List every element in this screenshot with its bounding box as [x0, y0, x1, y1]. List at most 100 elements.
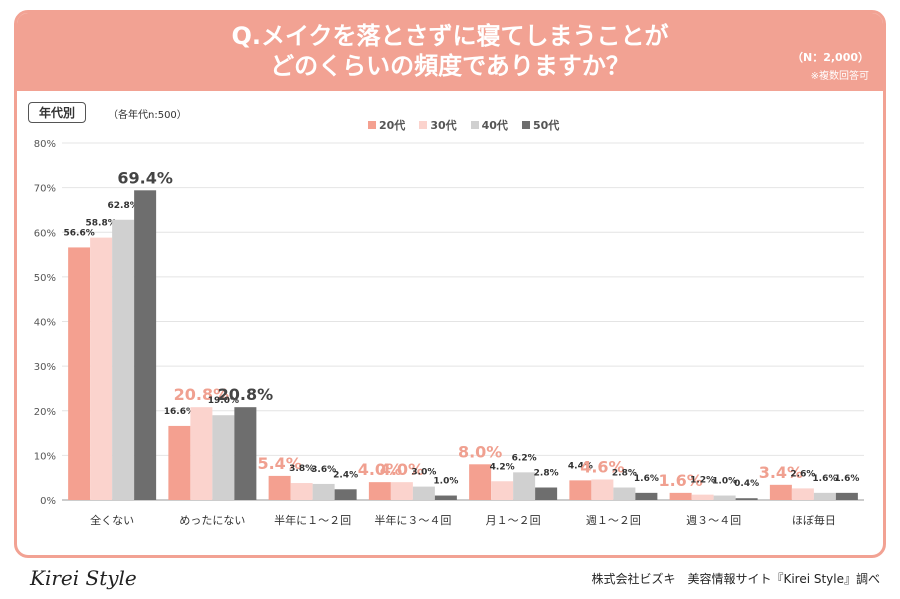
y-tick-label-4: 40%: [34, 318, 56, 329]
data-label-2-1: 3.8%: [289, 464, 314, 474]
data-label-7-2: 1.6%: [812, 474, 837, 484]
y-tick-label-1: 10%: [34, 451, 56, 462]
data-label-4-0: 8.0%: [458, 442, 502, 461]
legend-label-30s: 30代: [430, 119, 457, 132]
category-label-7: ほぼ毎日: [792, 514, 836, 527]
header-banner: Q.メイクを落とさずに寝てしまうことが どのくらいの頻度でありますか？ （N：2…: [17, 13, 883, 91]
bar-5-0: [569, 480, 592, 500]
bar-3-1: [390, 482, 413, 500]
bar-6-3: [735, 498, 758, 500]
bar-0-0: [68, 247, 91, 500]
data-label-2-2: 3.6%: [311, 465, 336, 475]
data-label-2-0: 5.4%: [257, 454, 301, 473]
category-label-5: 週１～２回: [586, 514, 641, 527]
legend-swatch-20s: [368, 121, 376, 129]
legend-item-20s: 20代: [368, 117, 405, 133]
y-tick-label-8: 80%: [34, 139, 56, 150]
bar-1-2: [212, 415, 235, 500]
sample-size: （N：2,000）: [792, 51, 869, 64]
y-tick-label-0: 0%: [40, 496, 56, 507]
bar-4-0: [469, 464, 492, 500]
category-label-1: めったにない: [179, 514, 245, 527]
title-line-1: Q.メイクを落とさずに寝てしまうことが: [231, 22, 669, 50]
data-label-6-0: 1.6%: [658, 471, 702, 490]
bar-2-3: [334, 489, 357, 500]
bar-5-2: [613, 487, 636, 500]
data-label-6-1: 1.2%: [690, 476, 715, 486]
data-label-1-3: 20.8%: [218, 385, 274, 404]
bar-7-3: [835, 492, 858, 500]
bar-6-2: [713, 495, 736, 500]
legend-label-40s: 40代: [481, 119, 508, 132]
bar-0-1: [90, 237, 113, 501]
legend-swatch-40s: [470, 121, 479, 129]
bar-3-0: [368, 482, 391, 500]
y-tick-label-5: 50%: [34, 273, 56, 284]
survey-credit: 株式会社ビズキ 美容情報サイト『Kirei Style』調べ: [591, 572, 880, 586]
data-label-2-3: 2.4%: [333, 470, 358, 480]
bar-5-1: [591, 479, 614, 500]
data-label-5-3: 1.6%: [634, 474, 659, 484]
data-label-7-3: 1.6%: [834, 474, 859, 484]
y-tick-label-6: 60%: [34, 228, 56, 239]
legend-label-20s: 20代: [379, 119, 406, 132]
bar-1-0: [168, 425, 191, 500]
bar-4-1: [491, 481, 514, 500]
y-tick-label-2: 20%: [34, 407, 56, 418]
data-label-0-1: 58.8%: [86, 219, 117, 229]
bar-0-3: [134, 190, 157, 501]
per-group-sample-note: （各年代n:500）: [108, 110, 187, 121]
bar-0-2: [112, 219, 135, 500]
bar-7-0: [769, 484, 792, 500]
data-label-1-2: 19.0%: [208, 396, 239, 406]
category-label-2: 半年に１～２回: [274, 513, 351, 527]
chart-frame: Q.メイクを落とさずに寝てしまうことが どのくらいの頻度でありますか？ （N：2…: [14, 10, 886, 558]
legend-item-30s: 30代: [419, 117, 457, 133]
bar-3-3: [434, 495, 457, 500]
y-tick-label-3: 30%: [34, 362, 56, 373]
category-label-6: 週３～４回: [686, 514, 741, 527]
data-label-6-2: 1.0%: [712, 477, 737, 487]
bar-6-1: [691, 494, 714, 500]
chart-title: Q.メイクを落とさずに寝てしまうことが どのくらいの頻度でありますか？: [17, 21, 883, 81]
data-label-5-2: 2.8%: [612, 469, 637, 479]
bar-1-1: [190, 407, 213, 500]
data-label-1-0: 16.6%: [164, 407, 195, 417]
data-label-4-3: 2.8%: [534, 469, 559, 479]
bar-7-2: [813, 492, 836, 500]
category-label-4: 月１～２回: [486, 514, 541, 527]
data-label-4-1: 4.2%: [490, 462, 515, 472]
legend-item-40s: 40代: [470, 117, 508, 133]
data-label-3-2: 3.0%: [411, 468, 436, 478]
data-label-7-1: 2.6%: [790, 469, 815, 479]
title-line-2: どのくらいの頻度でありますか？: [270, 52, 630, 80]
data-label-7-0: 3.4%: [759, 463, 803, 482]
legend-label-50s: 50代: [532, 119, 560, 132]
bar-7-1: [791, 488, 814, 500]
data-label-0-2: 62.8%: [108, 201, 139, 211]
bar-2-0: [268, 475, 291, 500]
data-label-6-3: 0.4%: [734, 479, 759, 489]
bar-6-0: [669, 492, 692, 500]
data-label-1-1: 20.8%: [174, 385, 230, 404]
legend-item-50s: 50代: [521, 117, 560, 133]
y-tick-label-7: 70%: [34, 184, 56, 195]
data-label-3-0: 4.0%: [358, 460, 402, 479]
category-label-0: 全くない: [90, 513, 134, 527]
data-label-5-0: 4.4%: [568, 461, 593, 471]
bar-5-3: [635, 492, 658, 500]
bar-1-3: [234, 407, 257, 500]
legend: 20代 30代 40代 50代: [368, 117, 559, 133]
bar-2-1: [290, 483, 313, 500]
data-label-3-1: 4.0%: [380, 460, 424, 479]
category-label-3: 半年に３～４回: [374, 513, 451, 527]
data-label-3-3: 1.0%: [433, 477, 458, 487]
legend-swatch-50s: [521, 121, 530, 129]
legend-swatch-30s: [419, 121, 428, 129]
bar-4-2: [513, 472, 536, 500]
bar-2-2: [312, 483, 335, 500]
bar-4-3: [535, 487, 558, 500]
data-label-0-3: 69.4%: [117, 168, 173, 187]
data-label-5-1: 4.6%: [580, 457, 624, 476]
